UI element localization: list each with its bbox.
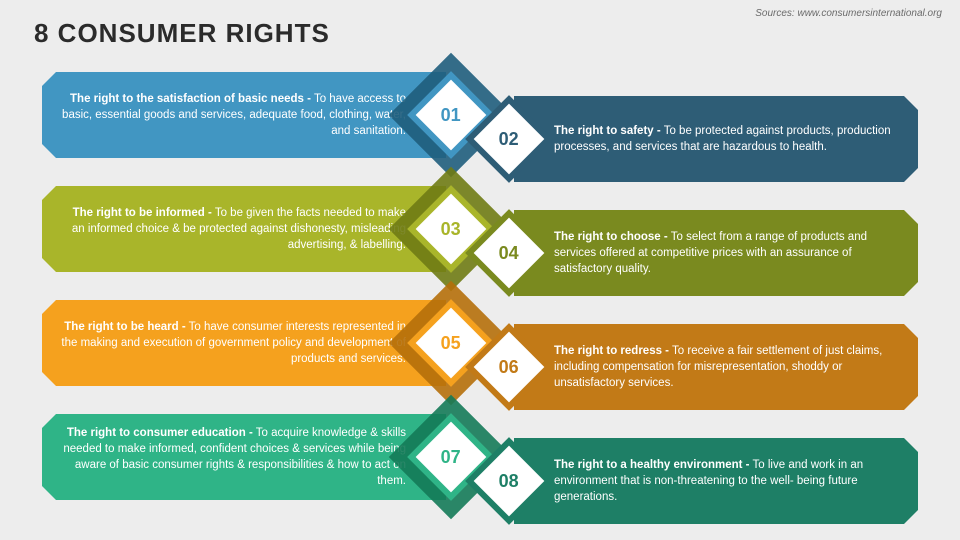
heading: The right to consumer education - [67, 427, 253, 439]
number: 01 [441, 105, 461, 126]
banner-left: The right to the satisfaction of basic n… [42, 72, 446, 158]
heading: The right to be informed - [73, 207, 212, 219]
heading: The right to a healthy environment - [554, 459, 750, 471]
heading: The right to choose - [554, 231, 668, 243]
sources-label: Sources: www.consumersinternational.org [755, 8, 942, 19]
heading: The right to redress - [554, 345, 669, 357]
heading: The right to the satisfaction of basic n… [70, 93, 311, 105]
row: The right to consumer education - To acq… [0, 414, 960, 528]
row: The right to be informed - To be given t… [0, 186, 960, 300]
banner-right: The right to a healthy environment - To … [514, 438, 918, 524]
number: 03 [441, 219, 461, 240]
page-title: 8 CONSUMER RIGHTS [34, 18, 330, 49]
banner-left: The right to consumer education - To acq… [42, 414, 446, 500]
rights-rows: The right to the satisfaction of basic n… [0, 72, 960, 528]
row: The right to the satisfaction of basic n… [0, 72, 960, 186]
banner-right: The right to choose - To select from a r… [514, 210, 918, 296]
banner-right: The right to safety - To be protected ag… [514, 96, 918, 182]
number: 07 [441, 447, 461, 468]
row: The right to be heard - To have consumer… [0, 300, 960, 414]
banner-left: The right to be heard - To have consumer… [42, 300, 446, 386]
banner-right: The right to redress - To receive a fair… [514, 324, 918, 410]
heading: The right to be heard - [64, 321, 185, 333]
number: 08 [499, 471, 519, 492]
heading: The right to safety - [554, 125, 661, 137]
number: 05 [441, 333, 461, 354]
number: 02 [499, 129, 519, 150]
banner-left: The right to be informed - To be given t… [42, 186, 446, 272]
number: 04 [499, 243, 519, 264]
number: 06 [499, 357, 519, 378]
